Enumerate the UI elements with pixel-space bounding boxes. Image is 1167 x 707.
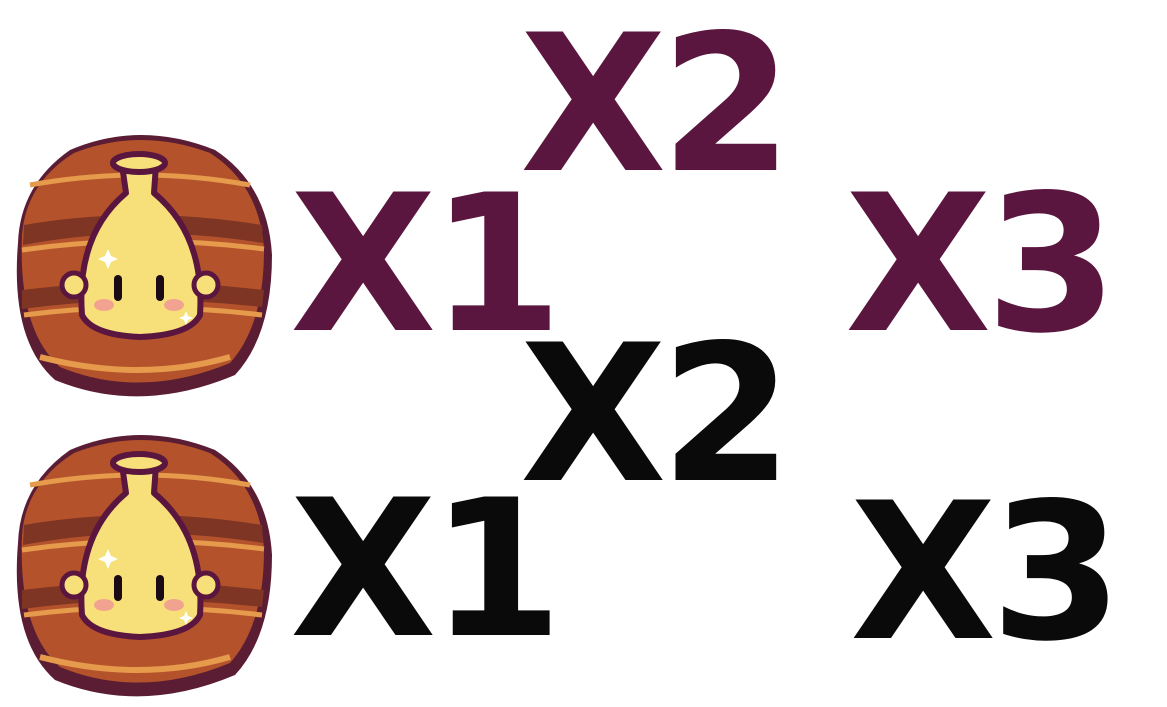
multiplier-x3: X3: [850, 462, 1123, 683]
multiplier-x2: X2: [520, 0, 793, 215]
wooden-bell-token-icon: [0, 125, 280, 405]
multiplier-x2: X2: [520, 304, 793, 525]
wooden-bell-token-icon: [0, 425, 280, 705]
multiplier-x1: X1: [290, 154, 563, 375]
multiplier-x1: X1: [290, 459, 563, 680]
multiplier-x3: X3: [845, 154, 1118, 375]
